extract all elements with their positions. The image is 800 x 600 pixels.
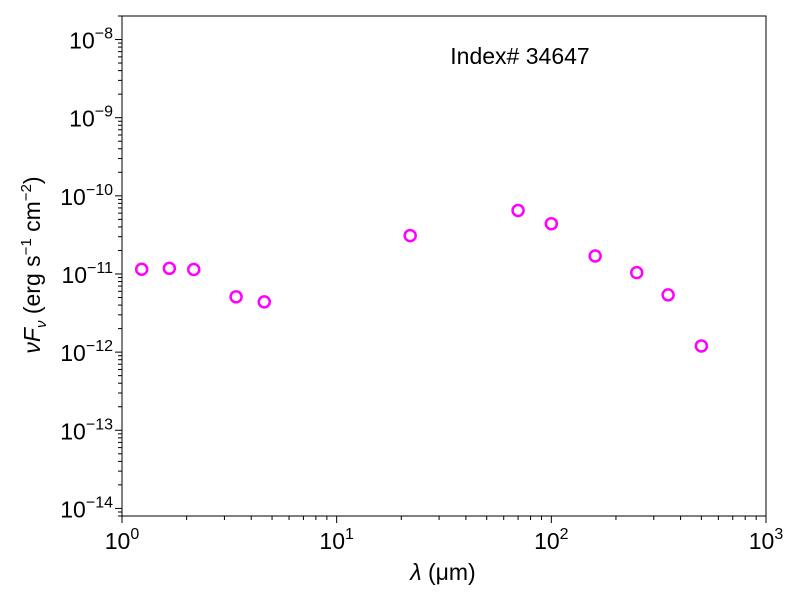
y-tick-label: 10−12 <box>60 338 113 366</box>
data-point <box>630 265 644 280</box>
x-tick-label: 101 <box>319 526 354 554</box>
y-tick-label: 10−13 <box>60 416 113 444</box>
data-point <box>661 288 675 302</box>
y-axis-exp2: −2 <box>18 184 35 201</box>
y-axis-exp1: −1 <box>18 238 35 255</box>
y-axis-sub: ν <box>33 320 50 328</box>
x-axis-label: λ (μm) <box>408 559 475 585</box>
x-tick-labels: 100 101 102 103 <box>105 526 784 554</box>
plot-frame <box>121 15 767 517</box>
y-tick-labels: 10−14 10−13 10−12 10−11 10−10 10−9 10−8 <box>60 26 113 523</box>
data-points <box>134 203 709 353</box>
data-point <box>187 262 201 277</box>
tick-marks <box>115 15 767 523</box>
data-point <box>134 262 149 276</box>
y-tick-label: 10−14 <box>60 494 113 522</box>
data-point <box>544 216 559 231</box>
x-axis-symbol: λ <box>408 559 421 585</box>
x-axis-unit: (μm) <box>422 559 476 585</box>
x-tick-label: 100 <box>105 526 140 554</box>
y-axis-units-c: ) <box>19 176 45 184</box>
y-axis-nu: ν <box>19 342 45 354</box>
y-axis-label: νFν (erg s−1 cm−2) <box>18 176 50 353</box>
y-axis-F: F <box>19 326 45 342</box>
data-point <box>511 203 525 218</box>
data-point <box>257 295 272 309</box>
y-tick-label: 10−11 <box>61 260 113 288</box>
data-point <box>162 261 177 276</box>
data-point <box>694 339 709 353</box>
data-point <box>229 290 243 304</box>
y-tick-label: 10−10 <box>60 182 113 210</box>
data-point <box>588 249 602 263</box>
y-axis-units-b: cm <box>19 201 45 238</box>
x-tick-label: 102 <box>534 526 569 554</box>
y-tick-label: 10−8 <box>69 26 113 54</box>
y-axis-units-a: (erg s <box>19 255 45 320</box>
data-point <box>403 228 417 243</box>
x-tick-label: 103 <box>749 526 784 554</box>
index-annotation: Index# 34647 <box>450 43 589 69</box>
y-tick-label: 10−9 <box>69 104 113 132</box>
